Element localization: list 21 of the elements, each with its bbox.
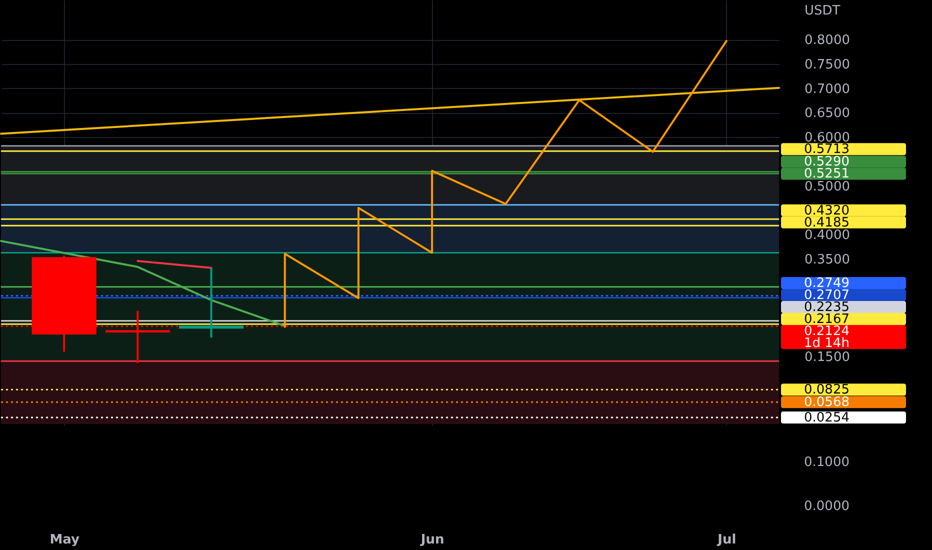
- y-tick-label: 0.8000: [804, 33, 850, 48]
- text: 0.0000: [804, 499, 850, 514]
- x-tick-label: May: [50, 532, 80, 548]
- x-tick-label: Jul: [716, 532, 736, 548]
- ref-line-label: 0.4185: [804, 215, 850, 230]
- ref-line-label: 0.2124 1d 14h: [804, 324, 850, 351]
- y-tick-label: 0.1500: [804, 350, 850, 366]
- y-tick-label: 0.7500: [804, 57, 850, 72]
- candlestick: [178, 266, 244, 339]
- y-tick-label: 0.7000: [804, 82, 850, 97]
- y-axis-title: USDT: [804, 4, 840, 18]
- ref-line-label: 0.0254: [804, 410, 850, 426]
- ref-line-label: 0.5251: [804, 166, 850, 182]
- line-series: [284, 40, 728, 328]
- y-tick-label: 0.6500: [804, 106, 850, 122]
- y-tick-label: 0.5000: [804, 179, 850, 194]
- y-tick-label: 0.4000: [804, 228, 850, 244]
- ref-line-label: 0.0568: [804, 395, 850, 410]
- text: 0.1000: [804, 455, 850, 470]
- y-tick-label: 0.3500: [804, 252, 850, 268]
- x-tick-label: Jun: [420, 532, 444, 548]
